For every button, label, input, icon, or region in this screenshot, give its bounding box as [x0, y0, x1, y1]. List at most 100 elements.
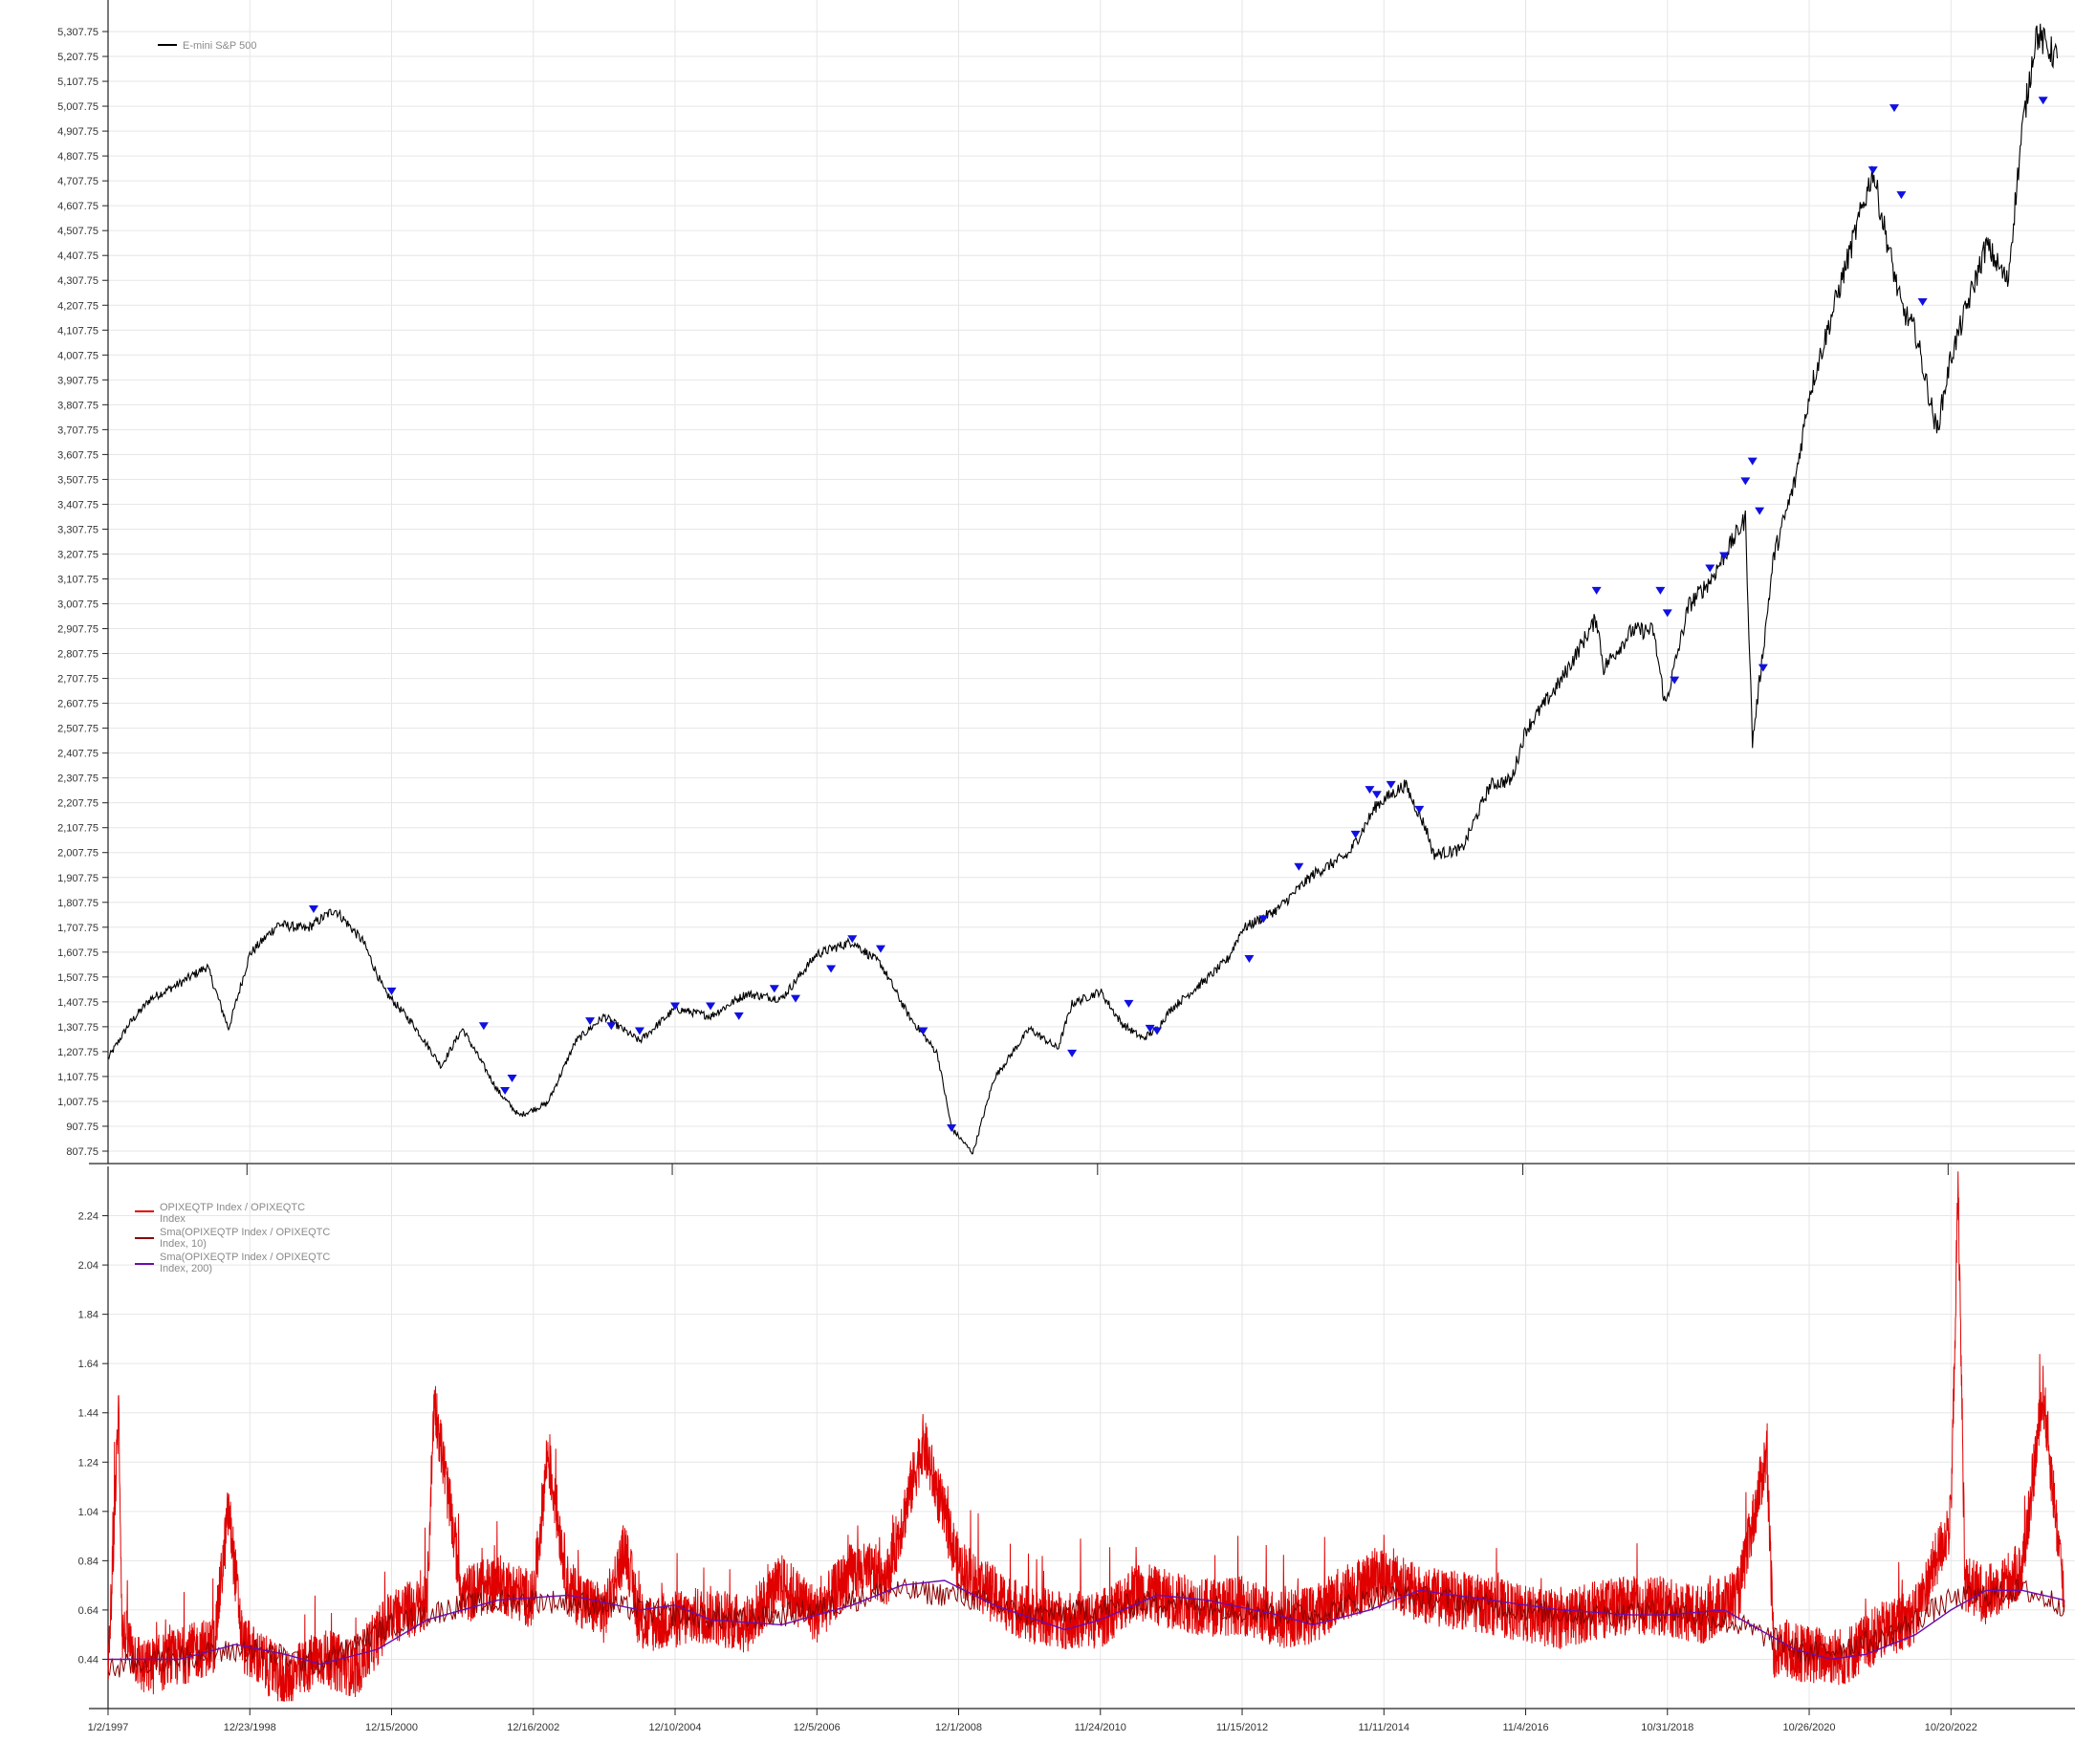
signal-marker-9: [706, 1002, 716, 1011]
signal-marker-6: [606, 1022, 617, 1031]
top-ytick-label-15: 3,807.75: [57, 400, 98, 411]
signal-marker-38: [1755, 507, 1765, 515]
top-ytick-label-30: 2,307.75: [57, 773, 98, 785]
x-tick-labels: 1/2/1997 12/23/1998 12/15/2000 12/16/2002 12…: [88, 1709, 1977, 1733]
top-ytick-label-32: 2,107.75: [57, 823, 98, 835]
bottom-ytick-label-4: 1.44: [78, 1408, 98, 1420]
top-ytick-label-1: 5,207.75: [57, 52, 98, 63]
sma200-line: [108, 1579, 2065, 1666]
top-ytick-label-44: 907.75: [66, 1122, 98, 1133]
signal-marker-36: [1740, 477, 1751, 486]
top-ytick-label-45: 807.75: [66, 1146, 98, 1158]
xtick-label-5: 12/5/2006: [794, 1722, 841, 1733]
signal-marker-33: [1670, 676, 1680, 685]
signal-marker-17: [947, 1123, 957, 1132]
signal-marker-30: [1591, 586, 1602, 595]
signal-marker-37: [1747, 457, 1758, 466]
signal-marker-35: [1719, 552, 1730, 560]
top-ytick-label-14: 3,907.75: [57, 375, 98, 386]
top-ytick-label-2: 5,107.75: [57, 76, 98, 88]
xtick-label-6: 12/1/2008: [935, 1722, 982, 1733]
top-ytick-label-29: 2,407.75: [57, 749, 98, 760]
xtick-label-4: 12/10/2004: [648, 1722, 701, 1733]
signal-marker-32: [1662, 609, 1672, 618]
top-ytick-label-37: 1,607.75: [57, 947, 98, 959]
signal-markers: [308, 97, 2048, 1132]
signal-marker-44: [2038, 97, 2048, 105]
xtick-label-8: 11/15/2012: [1216, 1722, 1268, 1733]
price-line: [107, 23, 2059, 1155]
top-ytick-label-23: 3,007.75: [57, 599, 98, 611]
signal-marker-2: [478, 1022, 489, 1031]
top-ytick-label-42: 1,107.75: [57, 1072, 98, 1083]
bottom-ytick-label-6: 1.04: [78, 1507, 98, 1518]
legend-label-sma200: Sma(OPIXEQTP Index / OPIXEQTC Index, 200…: [160, 1252, 333, 1274]
top-ytick-label-21: 3,207.75: [57, 549, 98, 560]
legend-label-price: E-mini S&P 500: [183, 40, 256, 52]
signal-marker-8: [670, 1002, 681, 1011]
xtick-label-12: 10/26/2020: [1782, 1722, 1835, 1733]
signal-marker-15: [875, 945, 885, 953]
signal-marker-11: [769, 985, 779, 993]
top-ytick-label-11: 4,207.75: [57, 300, 98, 312]
xtick-label-1: 12/23/1998: [224, 1722, 276, 1733]
signal-marker-18: [1067, 1049, 1078, 1057]
top-ytick-label-28: 2,507.75: [57, 724, 98, 735]
signal-marker-14: [847, 935, 858, 944]
signal-marker-41: [1889, 104, 1899, 113]
top-ytick-label-3: 5,007.75: [57, 101, 98, 113]
top-ytick-label-9: 4,407.75: [57, 250, 98, 262]
price-series: [107, 23, 2059, 1155]
top-ytick-label-18: 3,507.75: [57, 474, 98, 486]
top-ytick-label-16: 3,707.75: [57, 425, 98, 436]
top-ytick-label-10: 4,307.75: [57, 275, 98, 287]
top-ytick-label-27: 2,607.75: [57, 699, 98, 710]
top-ytick-label-31: 2,207.75: [57, 798, 98, 810]
signal-marker-4: [507, 1074, 517, 1082]
bottom-legend: OPIXEQTP Index / OPIXEQTC Index Sma(OPIX…: [135, 1202, 333, 1274]
top-ytick-label-36: 1,707.75: [57, 923, 98, 934]
legend-label-ratio: OPIXEQTP Index / OPIXEQTC Index: [160, 1202, 308, 1225]
top-y-tick-labels: 5,307.75 5,207.75 5,107.75 5,007.75 4,907.75…: [57, 27, 108, 1158]
signal-marker-24: [1294, 862, 1304, 871]
bottom-ytick-label-8: 0.64: [78, 1605, 98, 1617]
signal-marker-27: [1371, 791, 1382, 799]
signal-marker-22: [1244, 955, 1255, 964]
xtick-label-13: 10/20/2022: [1925, 1722, 1977, 1733]
signal-marker-3: [500, 1086, 511, 1095]
signal-marker-12: [791, 994, 801, 1003]
top-legend: E-mini S&P 500: [158, 40, 256, 52]
bottom-y-tick-labels: 2.24 2.04 1.84 1.64 1.44 1.24 1.04 0.84 0.64 0.44: [78, 1211, 108, 1666]
top-ytick-label-6: 4,707.75: [57, 176, 98, 187]
signal-marker-20: [1145, 1024, 1155, 1033]
top-ytick-label-7: 4,607.75: [57, 201, 98, 212]
axes: [89, 0, 2075, 1710]
top-ytick-label-25: 2,807.75: [57, 649, 98, 661]
signal-marker-34: [1705, 564, 1715, 573]
top-ytick-label-22: 3,107.75: [57, 574, 98, 585]
top-ytick-label-43: 1,007.75: [57, 1097, 98, 1108]
signal-marker-7: [634, 1027, 644, 1035]
signal-marker-29: [1414, 805, 1425, 814]
bottom-ytick-label-7: 0.84: [78, 1556, 98, 1567]
top-ytick-label-8: 4,507.75: [57, 226, 98, 237]
signal-marker-16: [918, 1027, 928, 1035]
bottom-ytick-label-1: 2.04: [78, 1260, 98, 1272]
xtick-label-9: 11/11/2014: [1359, 1722, 1409, 1733]
signal-marker-39: [1758, 664, 1768, 672]
bottom-ytick-label-3: 1.64: [78, 1359, 98, 1370]
top-ytick-label-39: 1,407.75: [57, 997, 98, 1009]
top-ytick-label-12: 4,107.75: [57, 325, 98, 337]
legend-label-sma10: Sma(OPIXEQTP Index / OPIXEQTC Index, 10): [160, 1227, 333, 1250]
top-ytick-label-17: 3,607.75: [57, 449, 98, 461]
signal-marker-23: [1258, 915, 1269, 924]
top-ytick-label-38: 1,507.75: [57, 972, 98, 984]
signal-marker-21: [1152, 1027, 1163, 1035]
signal-marker-5: [585, 1017, 596, 1026]
signal-marker-42: [1896, 191, 1907, 200]
top-ytick-label-24: 2,907.75: [57, 624, 98, 636]
signal-marker-13: [826, 965, 837, 973]
signal-marker-31: [1655, 586, 1666, 595]
bottom-ytick-label-0: 2.24: [78, 1211, 98, 1223]
